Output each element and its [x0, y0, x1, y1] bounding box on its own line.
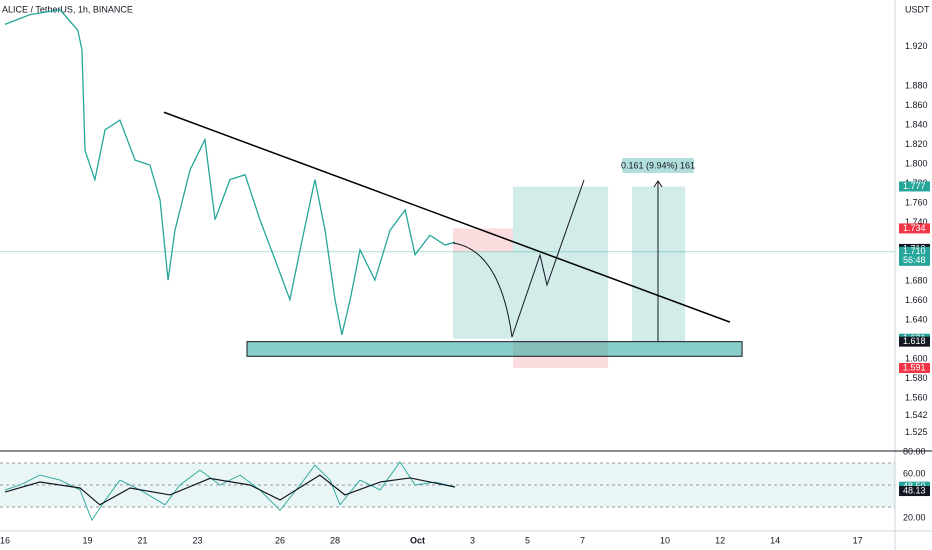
symbol-title: ALICE / TetherUS, 1h, BINANCE: [2, 4, 133, 14]
y-tick-label: 1.660: [905, 295, 928, 305]
zone: [453, 228, 513, 252]
x-tick-label: 5: [525, 535, 530, 545]
measure-arrow: [653, 180, 663, 341]
y-tick-label: 1.840: [905, 119, 928, 129]
rsi-tick-label: 80.00: [903, 446, 926, 456]
y-tick-label: 1.580: [905, 373, 928, 383]
x-tick-label: 23: [192, 535, 202, 545]
y-tick-label: 1.800: [905, 158, 928, 168]
y-tick-label: 1.560: [905, 393, 928, 403]
rsi-tag: [899, 486, 930, 497]
y-tick-label: 1.542: [905, 410, 928, 420]
measure-label: 0.161 (9.94%) 161: [621, 160, 695, 170]
countdown: 56:48: [903, 255, 926, 265]
rsi-tick-label: 20.00: [903, 512, 926, 522]
zone: [246, 341, 743, 357]
rsi-line: [4, 461, 456, 522]
price-tag-label: 1.710: [903, 246, 926, 256]
price-tag: [899, 223, 930, 234]
y-tick-label: 1.600: [905, 354, 928, 364]
x-tick-label: 10: [660, 535, 670, 545]
zone: [632, 186, 686, 342]
y-tick-label: 1.820: [905, 139, 928, 149]
x-tick-label: 28: [330, 535, 340, 545]
x-tick-label: 17: [853, 535, 863, 545]
zone: [512, 186, 609, 342]
price-tag: [899, 363, 930, 374]
x-tick-label: 26: [275, 535, 285, 545]
price-tag: [899, 181, 930, 192]
y-tick-label: 1.640: [905, 315, 928, 325]
rsi-tick-label: 60.00: [903, 468, 926, 478]
x-tick-label: 21: [137, 535, 147, 545]
price-tag-label: 1.591: [903, 362, 926, 372]
price-tag-label: 1.618: [903, 336, 926, 346]
x-tick-label: 16: [0, 535, 10, 545]
y-tick-label: 1.680: [905, 276, 928, 286]
projection-path: [452, 179, 585, 338]
price-tag: [899, 246, 930, 266]
price-tag-label: 1.777: [903, 181, 926, 191]
currency: USDT: [905, 4, 930, 14]
x-tick-label: 14: [770, 535, 780, 545]
rsi-tag-label: 48.50: [903, 481, 926, 491]
x-tick-label: 12: [715, 535, 725, 545]
y-tick-label: 1.860: [905, 100, 928, 110]
price-line: [4, 9, 456, 335]
rsi-tag-label: 48.13: [903, 485, 926, 495]
y-tick-label: 1.920: [905, 41, 928, 51]
x-tick-label: 7: [580, 535, 585, 545]
price-tag-label: 1.734: [903, 223, 926, 233]
measure-label-bg: [622, 158, 694, 173]
y-tick-label: 1.880: [905, 80, 928, 90]
zone: [453, 251, 513, 339]
price-tag: [899, 336, 930, 347]
trendline: [163, 111, 731, 323]
x-tick-label: 19: [82, 535, 92, 545]
x-tick-label: 3: [470, 535, 475, 545]
x-tick-label: Oct: [410, 535, 425, 545]
y-tick-label: 1.760: [905, 197, 928, 207]
rsi-line: [4, 474, 456, 506]
y-tick-label: 1.525: [905, 427, 928, 437]
y-tick-label: 1.740: [905, 217, 928, 227]
